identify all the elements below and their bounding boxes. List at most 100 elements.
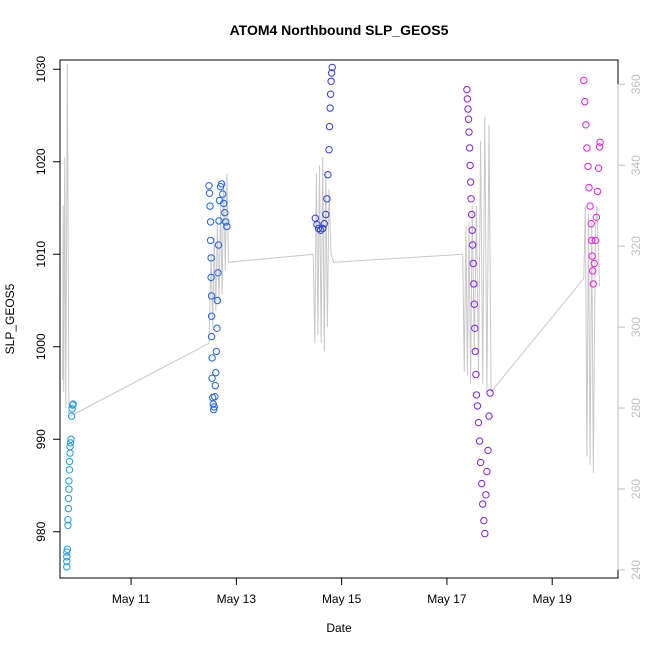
data-point — [220, 199, 228, 208]
data-point — [588, 236, 596, 245]
y2-axis: 240 260 280 300 320 340 360 — [617, 74, 643, 580]
data-point — [591, 236, 600, 245]
data-point — [63, 557, 71, 566]
data-point — [480, 516, 488, 525]
data-point — [65, 457, 74, 466]
data-point — [223, 222, 231, 231]
data-point — [208, 354, 216, 362]
x-tick-label: May 17 — [427, 592, 467, 606]
data-point — [481, 529, 489, 538]
data-point — [325, 122, 334, 131]
data-points — [63, 63, 604, 571]
data-point — [316, 226, 325, 234]
data-point — [212, 347, 221, 356]
series-3 — [311, 63, 336, 234]
series-1 — [63, 400, 77, 571]
y2-tick-label: 280 — [629, 398, 643, 418]
data-point — [207, 273, 215, 282]
data-point — [66, 442, 74, 451]
data-point — [590, 259, 598, 268]
data-point — [588, 252, 596, 260]
y-tick-label: 1020 — [34, 148, 48, 175]
data-point — [469, 241, 477, 249]
data-point — [470, 300, 478, 308]
series-4 — [463, 85, 494, 538]
data-point — [485, 412, 493, 420]
data-point — [66, 449, 74, 457]
data-point — [582, 121, 590, 129]
y2-tick-label: 300 — [629, 317, 643, 337]
data-point — [587, 220, 595, 228]
y2-tick-label: 240 — [629, 560, 643, 580]
data-point — [471, 347, 479, 356]
data-point — [594, 164, 603, 172]
data-point — [212, 368, 220, 377]
data-point — [222, 218, 230, 226]
data-point — [211, 381, 220, 390]
x-axis: May 11 May 13 May 15 May 17 May 19 — [112, 577, 572, 606]
data-point — [65, 485, 73, 493]
data-point — [67, 435, 75, 443]
data-point — [205, 182, 213, 190]
data-point — [478, 479, 486, 488]
data-point — [313, 220, 321, 229]
x-tick-label: May 11 — [112, 592, 151, 606]
series-5 — [580, 76, 604, 288]
data-point — [68, 405, 76, 413]
data-point — [206, 218, 215, 226]
y2-tick-label: 320 — [629, 236, 643, 256]
series-2 — [205, 180, 231, 414]
secondary-line — [62, 63, 601, 473]
data-point — [472, 391, 481, 399]
data-point — [213, 324, 221, 332]
data-point — [589, 267, 597, 275]
data-point — [325, 146, 333, 154]
data-point — [314, 224, 323, 233]
y2-tick-label: 260 — [629, 479, 643, 499]
data-point — [320, 220, 328, 228]
data-point — [211, 393, 219, 401]
y2-tick-label: 340 — [629, 155, 643, 175]
data-point — [468, 210, 476, 219]
x-tick-label: May 13 — [217, 592, 257, 606]
data-point — [63, 563, 71, 571]
data-point — [219, 190, 227, 198]
secondary-trace — [62, 63, 601, 473]
data-point — [472, 370, 480, 379]
data-point — [215, 217, 223, 225]
data-point — [474, 418, 483, 427]
data-point — [585, 183, 593, 192]
data-point — [465, 144, 474, 152]
data-point — [471, 324, 479, 332]
data-point — [323, 195, 331, 203]
data-point — [484, 446, 492, 455]
data-point — [214, 241, 223, 249]
data-point — [584, 162, 592, 171]
data-point — [210, 403, 218, 411]
data-point — [464, 115, 473, 123]
data-point — [486, 389, 494, 397]
data-point — [217, 180, 226, 188]
data-point — [592, 213, 601, 222]
data-point — [466, 161, 474, 170]
data-point — [479, 500, 487, 508]
data-point — [580, 76, 588, 85]
data-point — [473, 402, 482, 410]
data-point — [583, 144, 591, 152]
data-point — [221, 208, 229, 217]
data-point — [326, 90, 335, 98]
data-point — [65, 477, 73, 485]
data-point — [213, 296, 222, 305]
data-point — [207, 254, 215, 262]
data-point — [326, 104, 334, 112]
y-tick-label: 1030 — [34, 56, 48, 83]
data-point — [64, 516, 72, 524]
data-point — [581, 97, 589, 106]
data-point — [482, 491, 490, 499]
data-point — [319, 224, 327, 233]
x-axis-label: Date — [326, 621, 352, 635]
data-point — [470, 280, 478, 288]
y-tick-label: 990 — [34, 429, 48, 449]
data-point — [327, 77, 335, 86]
data-point — [595, 143, 604, 151]
